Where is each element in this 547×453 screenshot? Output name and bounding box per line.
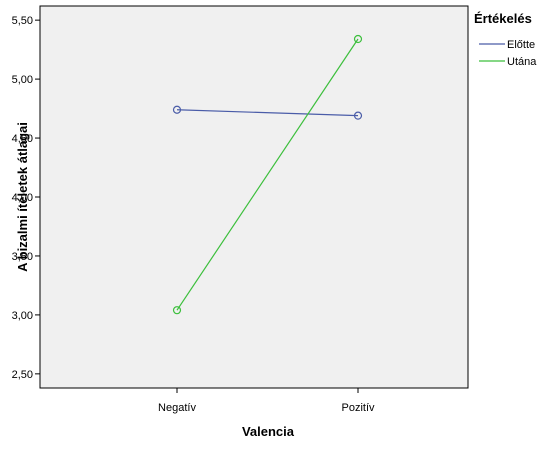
legend-items: Előtte Utána (479, 39, 537, 68)
y-tick-label: 4,00 (12, 192, 33, 204)
legend-label: Előtte (507, 39, 535, 51)
y-axis: 2,50 3,00 3,50 4,00 4,50 5,00 5,50 (12, 15, 40, 381)
y-tick-label: 4,50 (12, 133, 33, 145)
data-point (353, 111, 363, 120)
y-tick-label: 3,50 (12, 251, 33, 263)
data-point (172, 306, 182, 315)
x-tick-label: Pozitív (341, 402, 375, 414)
y-tick-label: 5,00 (12, 74, 33, 86)
legend-title: Értékelés (474, 11, 532, 26)
legend-label: Utána (507, 56, 537, 68)
x-tick-label: Negatív (158, 402, 196, 414)
data-point (172, 105, 182, 114)
series-layer (172, 34, 363, 315)
data-point (353, 34, 363, 44)
series-line-0 (176, 109, 359, 117)
y-tick-label: 5,50 (12, 15, 33, 27)
y-axis-title: A bizalmi ítéletek átlagai (15, 122, 30, 272)
x-axis-title: Valencia (242, 424, 295, 439)
series-line-1 (176, 38, 359, 311)
plot-area (39, 5, 469, 389)
x-axis: Negatív Pozitív (158, 388, 375, 414)
legend: Értékelés Előtte Utána (474, 11, 537, 68)
y-tick-label: 2,50 (12, 369, 33, 381)
y-tick-label: 3,00 (12, 310, 33, 322)
